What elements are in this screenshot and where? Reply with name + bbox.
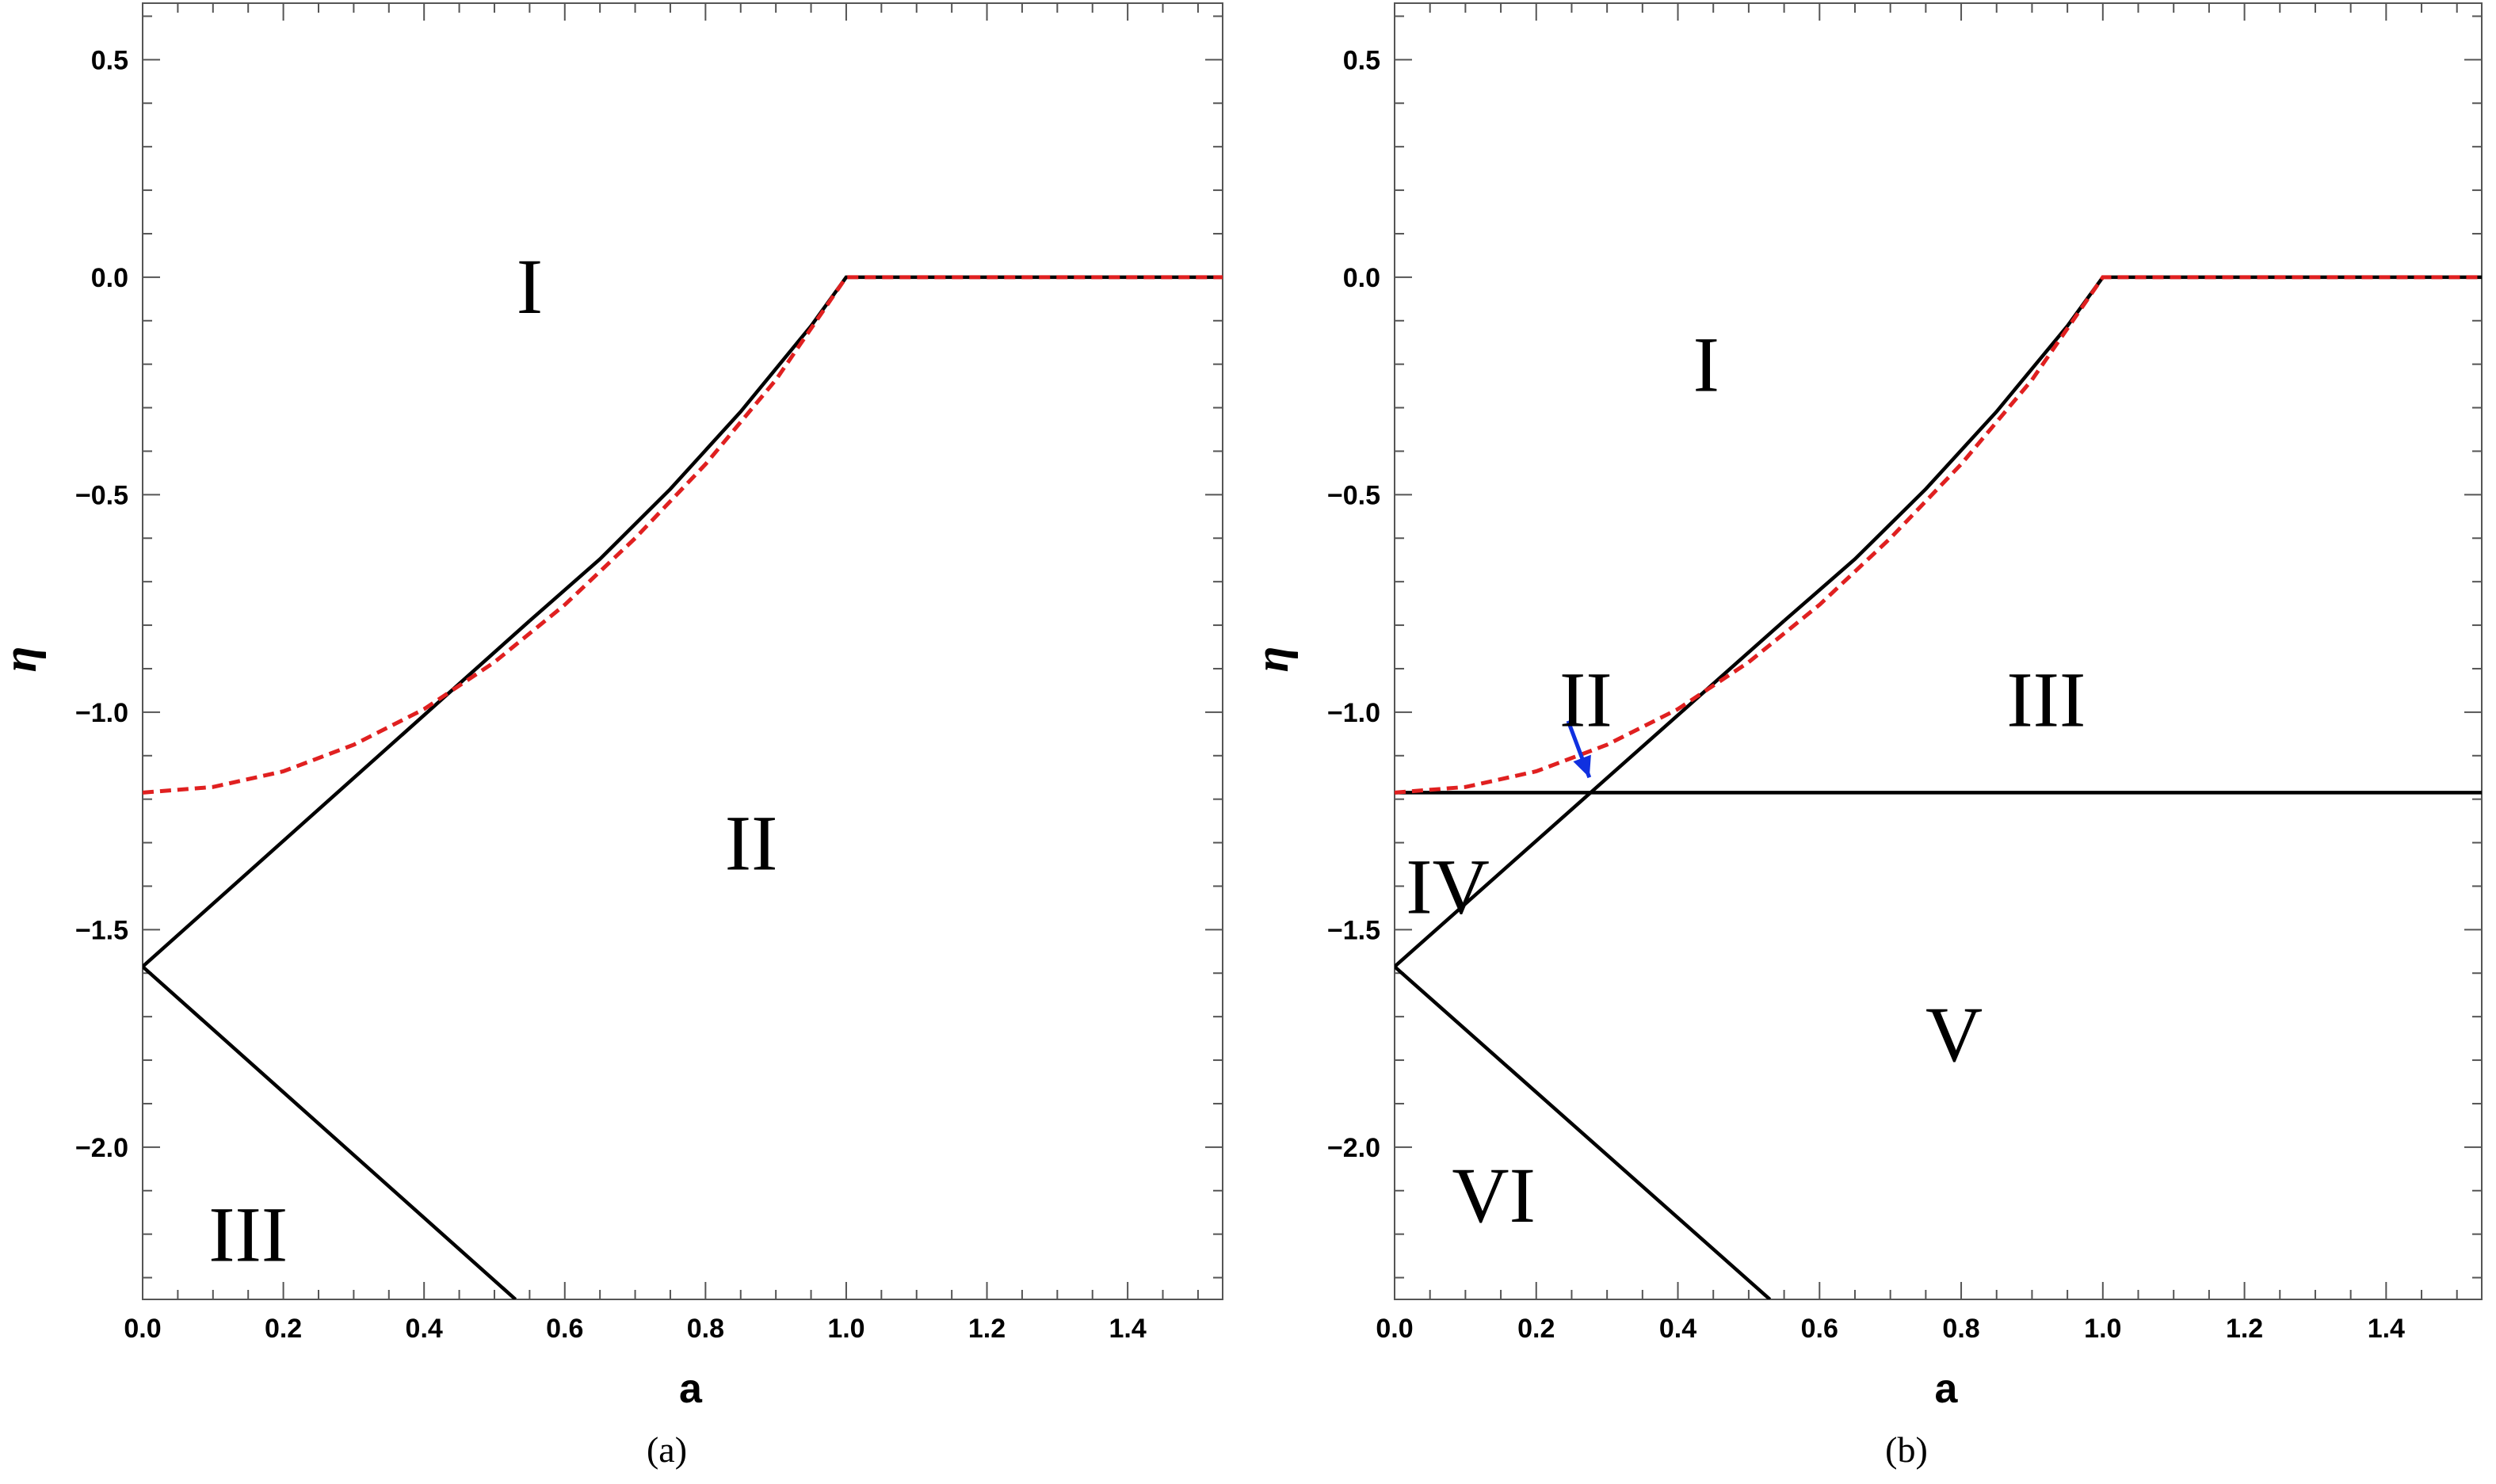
red-dashed-curve [1395,275,2482,795]
x-tick-label: 0.6 [1801,1314,1838,1344]
x-tick-label: 1.2 [968,1314,1006,1344]
region-label-I: I [1693,321,1719,409]
black-boundary-line [1395,965,1772,1299]
region-label-IV: IV [1406,842,1490,930]
x-axis-label: a [679,1366,703,1412]
chart-panel-b: 0.0 0.2 0.4 0.6 0.8 1.0 1.2 1.4 0.5 0.0 −0.5 −1.0 −1… [1246,2,2483,1470]
plot-frame [142,2,1223,1300]
x-tick-label: 0.0 [124,1314,161,1344]
y-tick-label: 0.5 [91,45,128,75]
x-tick-label: 0.8 [687,1314,724,1344]
x-tick-label: 0.8 [1942,1314,1979,1344]
y-tick-label: −2.0 [75,1133,128,1163]
x-tick-label: 0.2 [1517,1314,1555,1344]
region-label-VI: VI [1452,1151,1536,1239]
black-boundary-line [143,619,531,968]
x-tick-label: 1.0 [827,1314,864,1344]
x-tick-label: 0.6 [546,1314,583,1344]
y-tick-label: −0.5 [75,480,128,510]
y-tick-label: 0.5 [1343,45,1380,75]
x-tick-label: 0.4 [406,1314,443,1344]
x-tick-label: 1.2 [2226,1314,2263,1344]
panel-caption: (b) [1885,1429,1928,1470]
black-boundary-line [1783,275,2482,623]
y-tick-label: 0.0 [1343,263,1380,293]
plot-area [143,275,1223,1299]
y-tick-label: −0.5 [1327,480,1380,510]
y-tick-label: −1.5 [1327,915,1380,945]
region-label-III: III [2006,655,2086,743]
y-tick-label: 0.0 [91,263,128,293]
region-label-V: V [1925,990,1983,1078]
plot-frame [1394,2,2483,1300]
blue-arrow-head [1573,754,1591,778]
region-label-I: I [517,242,543,330]
x-tick-label: 0.0 [1376,1314,1413,1344]
y-tick-label: −1.0 [75,698,128,728]
region-label-III: III [208,1191,288,1279]
x-tick-label: 0.2 [265,1314,302,1344]
x-tick-label: 1.4 [2368,1314,2405,1344]
y-tick-label: −1.0 [1327,698,1380,728]
x-tick-label: 1.0 [2084,1314,2121,1344]
x-tick-label: 0.4 [1659,1314,1696,1344]
region-label-II: II [1559,655,1612,743]
y-tick-label: −1.5 [75,915,128,945]
red-dashed-curve [143,275,1223,795]
plot-area [1395,275,2482,1299]
x-axis-label: a [1935,1366,1959,1412]
y-axis-label: η [1246,647,1298,673]
y-axis-label: η [0,647,46,673]
black-boundary-line [143,965,517,1299]
region-label-II: II [725,799,778,887]
x-tick-label: 1.4 [1109,1314,1146,1344]
chart-panel-a: 0.0 0.2 0.4 0.6 0.8 1.0 1.2 1.4 0.5 0.0 −0.5 −1.0 −1… [0,2,1223,1470]
y-tick-label: −2.0 [1327,1133,1380,1163]
panel-caption: (a) [647,1429,687,1470]
black-boundary-line [528,275,1223,623]
